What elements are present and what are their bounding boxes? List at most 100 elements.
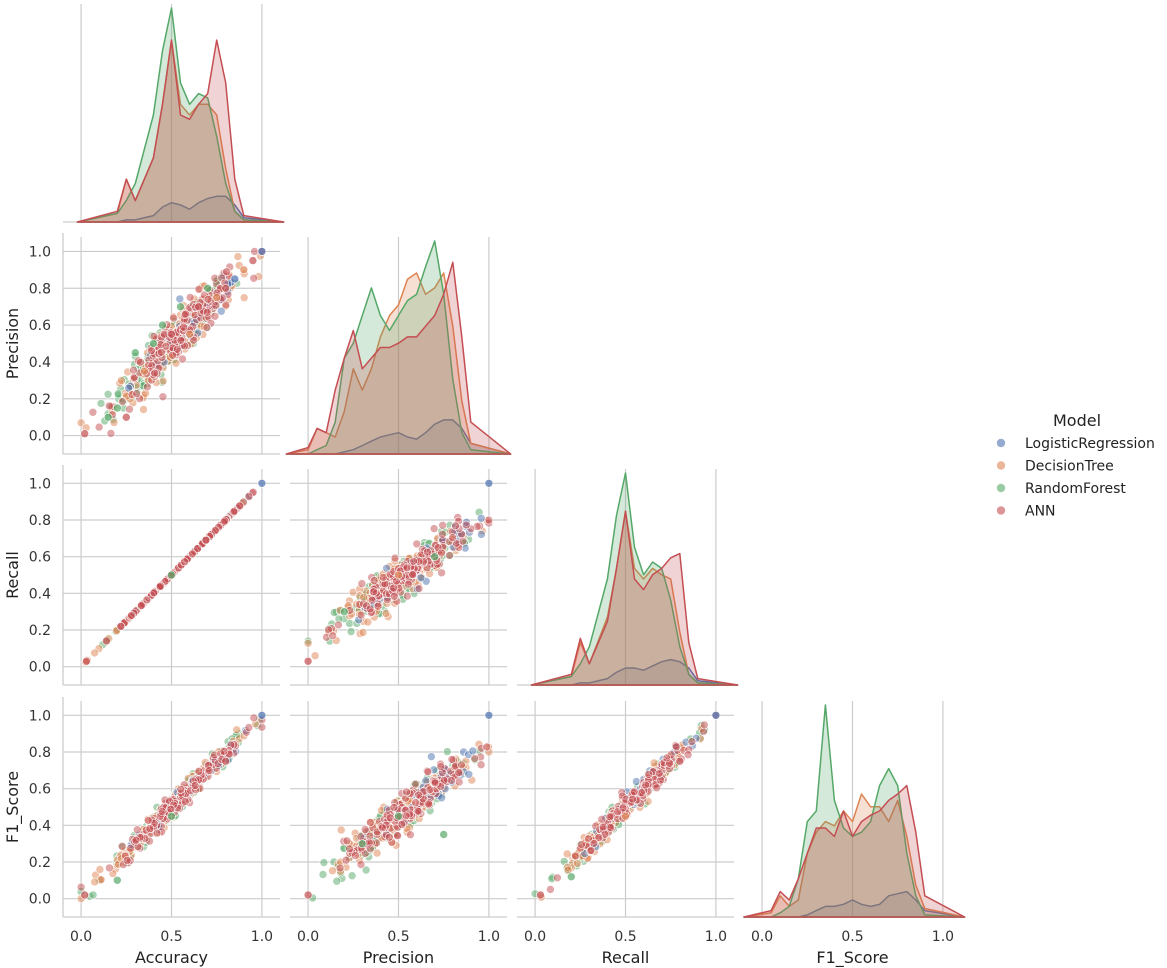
scatter-point-ANN: [221, 756, 230, 766]
scatter-point-ANN: [194, 284, 204, 294]
scatter-point-ANN: [180, 557, 189, 567]
scatter-point-ANN: [334, 620, 343, 630]
y-tick-label: 0.0: [29, 429, 51, 445]
scatter-point-ANN: [393, 831, 402, 841]
kde-ANN-Recall: [530, 510, 739, 686]
y-axis-label-Precision: Precision: [3, 308, 22, 379]
scatter-point-ANN: [147, 346, 156, 356]
scatter-point-ANN: [553, 873, 562, 883]
scatter-point-ANN: [125, 404, 134, 414]
scatter-point-ANN: [342, 836, 352, 846]
scatter-point-ANN: [150, 368, 159, 378]
scatter-point-ANN: [373, 601, 383, 611]
scatter-Recall_vs_F1_Score: [530, 710, 721, 902]
scatter-Accuracy_vs_F1_Score: [76, 710, 267, 904]
scatter-point-ANN: [201, 535, 211, 545]
scatter-point-ANN: [181, 797, 190, 806]
y-tick-label: 1.0: [29, 244, 51, 260]
scatter-point-ANN: [179, 322, 188, 332]
scatter-point-ANN: [403, 579, 413, 589]
scatter-point-RandomForest: [361, 865, 371, 875]
kde-RandomForest-Precision: [285, 240, 512, 455]
scatter-point-LogisticRegression: [416, 573, 426, 583]
y-tick-label: 0.2: [29, 855, 51, 871]
x-tick-label: 0.5: [841, 929, 863, 945]
scatter-point-ANN: [389, 583, 398, 593]
scatter-point-ANN: [80, 890, 89, 900]
legend-marker-ANN: [996, 505, 1006, 516]
scatter-point-ANN: [176, 784, 186, 794]
scatter-point-ANN: [484, 515, 494, 525]
scatter-point-DecisionTree: [328, 866, 337, 876]
x-axis-label-Accuracy: Accuracy: [135, 948, 208, 967]
scatter-point-ANN: [378, 823, 387, 833]
scatter-point-ANN: [167, 329, 176, 339]
scatter-point-ANN: [149, 332, 159, 341]
scatter-point-RandomForest: [103, 412, 113, 422]
scatter-point-ANN: [117, 841, 127, 851]
scatter-point-ANN: [102, 636, 111, 646]
scatter-point-ANN: [133, 825, 142, 835]
scatter-point-ANN: [116, 622, 126, 631]
scatter-point-ANN: [137, 601, 146, 610]
legend-title: Model: [1053, 411, 1101, 430]
scatter-point-ANN: [122, 856, 132, 865]
scatter-point-ANN: [229, 507, 239, 517]
scatter-point-ANN: [80, 429, 89, 439]
scatter-point-ANN: [188, 549, 197, 559]
scatter-point-ANN: [577, 840, 586, 849]
kde-panel-Precision: [285, 240, 512, 455]
scatter-point-ANN: [389, 591, 399, 601]
scatter-point-ANN: [546, 885, 555, 894]
marks-layer: [76, 7, 966, 918]
x-tick-label: 1.0: [478, 929, 500, 945]
scatter-point-ANN: [445, 551, 454, 560]
scatter-point-ANN: [584, 834, 593, 844]
scatter-point-RandomForest: [439, 830, 449, 839]
scatter-point-ANN: [406, 830, 415, 840]
scatter-point-DecisionTree: [90, 877, 99, 887]
x-tick-label: 1.0: [705, 929, 727, 945]
scatter-point-ANN: [413, 806, 423, 816]
scatter-point-ANN: [202, 307, 212, 317]
scatter-point-ANN: [221, 283, 230, 293]
legend-marker-LogisticRegression: [996, 438, 1006, 448]
scatter-point-ANN: [618, 803, 628, 813]
scatter-point-DecisionTree: [336, 825, 346, 835]
scatter-point-ANN: [257, 722, 267, 732]
kde-DecisionTree-F1_Score: [743, 793, 966, 918]
scatter-point-ANN: [235, 501, 245, 511]
scatter-point-ANN: [683, 750, 693, 760]
scatter-point-ANN: [194, 766, 204, 776]
scatter-point-ANN: [249, 273, 259, 283]
scatter-point-ANN: [219, 746, 229, 756]
panel-layer: [62, 4, 961, 918]
y-tick-label: 0.2: [29, 623, 51, 639]
scatter-point-ANN: [205, 766, 214, 775]
scatter-point-DecisionTree: [158, 376, 168, 386]
scatter-point-LogisticRegression: [437, 793, 447, 803]
kde-panel-F1_Score: [743, 704, 966, 918]
scatter-point-ANN: [644, 770, 654, 779]
scatter-point-RandomForest: [332, 876, 342, 886]
scatter-point-ANN: [185, 293, 195, 302]
scatter-point-LogisticRegression: [484, 710, 494, 720]
scatter-point-ANN: [221, 300, 231, 310]
scatter-point-ANN: [328, 631, 338, 640]
scatter-point-ANN: [414, 584, 424, 593]
y-tick-label: 0.4: [29, 355, 51, 371]
scatter-point-DecisionTree: [562, 849, 572, 859]
scatter-point-ANN: [436, 762, 446, 771]
panel-Recall-F1_Score: [517, 701, 734, 918]
scatter-point-ANN: [122, 412, 131, 422]
scatter-point-ANN: [458, 536, 468, 546]
scatter-point-DecisionTree: [358, 628, 368, 637]
scatter-point-ANN: [142, 595, 152, 605]
scatter-point-LogisticRegression: [257, 478, 267, 488]
x-tick-label: 0.0: [751, 929, 773, 945]
x-tick-label: 0.5: [160, 929, 182, 945]
scatter-point-ANN: [641, 780, 651, 790]
scatter-point-ANN: [454, 768, 464, 777]
scatter-point-ANN: [654, 769, 664, 778]
